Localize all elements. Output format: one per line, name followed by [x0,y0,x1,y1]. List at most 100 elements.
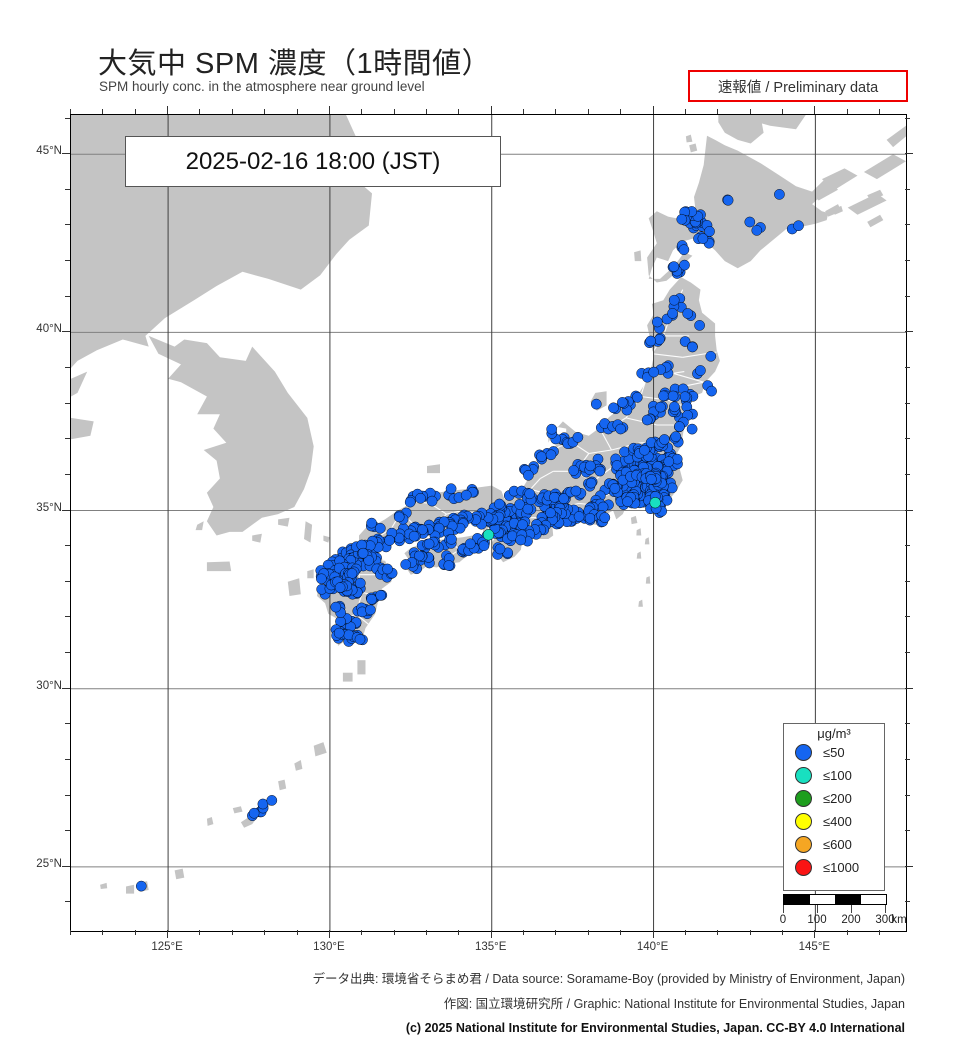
axis-tick [65,296,70,297]
axis-tick [65,901,70,902]
axis-tick [620,109,621,114]
axis-tick [905,616,910,617]
axis-tick [905,474,910,475]
scale-segment-0 [784,895,810,904]
axis-tick [297,930,298,935]
scale-label-1: 100 [807,914,827,926]
axis-tick [523,109,524,114]
axis-tick [458,930,459,935]
axis-tick [905,688,913,689]
axis-tick [62,153,70,154]
footer-copyright: (c) 2025 National Institute for Environm… [405,1021,905,1035]
axis-tick [70,930,71,935]
axis-tick [199,930,200,935]
scale-bar-segments [783,894,887,905]
axis-tick [65,545,70,546]
scale-tick-1 [817,905,818,913]
scale-label-0: 0 [779,914,787,926]
footer-data-source: データ出典: 環境省そらまめ君 / Data source: Soramame-… [312,972,905,986]
axis-tick [394,930,395,935]
axis-tick [847,109,848,114]
legend-item-1: ≤100 [784,764,884,787]
axis-tick [65,474,70,475]
axis-tick [905,153,913,154]
axis-tick [905,830,910,831]
axis-tick [65,616,70,617]
legend-swatch-icon [795,859,812,877]
legend-swatch-icon [795,813,812,831]
legend-swatch-icon [795,836,812,854]
scale-bar: 0 100 200 300 km [779,894,907,928]
legend-swatch-icon [795,744,812,762]
axis-tick [102,930,103,935]
axis-tick [588,930,589,935]
axis-tick [588,109,589,114]
axis-tick [329,106,330,114]
axis-tick [65,403,70,404]
legend-item-label: ≤1000 [823,860,860,876]
longitude-tick-label-1: 130°E [313,941,345,953]
axis-tick [905,118,910,119]
longitude-tick-label-0: 125°E [151,941,183,953]
axis-tick [135,930,136,935]
scale-bar-labels: 0 100 200 300 km [779,914,907,928]
axis-tick [491,930,492,938]
axis-tick [135,109,136,114]
axis-tick [167,106,168,114]
axis-tick [555,930,556,935]
axis-tick [297,109,298,114]
legend-swatch-icon [795,790,812,808]
axis-tick [685,930,686,935]
axis-tick [905,545,910,546]
axis-tick [458,109,459,114]
footer-graphic-credit: 作図: 国立環境研究所 / Graphic: National Institut… [443,997,905,1011]
axis-tick [620,930,621,935]
axis-tick [905,652,910,653]
latitude-tick-label-2: 35°N [36,501,62,514]
axis-tick [905,581,910,582]
scale-tick-2 [851,905,852,913]
scale-segment-1 [809,895,835,904]
axis-tick [65,118,70,119]
axis-tick [264,930,265,935]
axis-tick [905,296,910,297]
axis-tick [717,930,718,935]
legend-rows: ≤50 ≤100 ≤200 ≤400 ≤600 ≤1000 [784,741,884,879]
axis-tick [491,106,492,114]
axis-tick [905,510,913,511]
axis-tick [905,331,913,332]
page-title: 大気中 SPM 濃度（1時間値） [98,48,492,80]
axis-tick [232,930,233,935]
axis-tick [65,830,70,831]
axis-tick [750,109,751,114]
axis-tick [653,106,654,114]
axis-tick [905,224,910,225]
legend-item-label: ≤100 [823,768,852,784]
scale-tick-3 [885,905,886,913]
legend-item-label: ≤200 [823,791,852,807]
scale-unit-label: km [891,914,907,926]
axis-tick [717,109,718,114]
axis-tick [167,930,168,938]
scale-segment-3 [860,895,886,904]
axis-tick [653,930,654,938]
legend-unit: μg/m³ [817,726,851,741]
axis-tick [814,930,815,938]
axis-tick [65,581,70,582]
axis-tick [782,109,783,114]
longitude-tick-label-2: 135°E [475,941,507,953]
legend-item-label: ≤50 [823,745,845,761]
axis-tick [905,367,910,368]
axis-tick [65,224,70,225]
scale-segment-2 [835,895,861,904]
legend-item-label: ≤600 [823,837,852,853]
axis-tick [65,652,70,653]
axis-tick [426,109,427,114]
axis-tick [65,759,70,760]
legend-item-label: ≤400 [823,814,852,830]
legend-swatch-icon [795,767,812,785]
map-plot-area[interactable] [70,114,907,932]
latitude-tick-label-3: 30°N [36,679,62,692]
axis-tick [905,260,910,261]
axis-tick [65,367,70,368]
